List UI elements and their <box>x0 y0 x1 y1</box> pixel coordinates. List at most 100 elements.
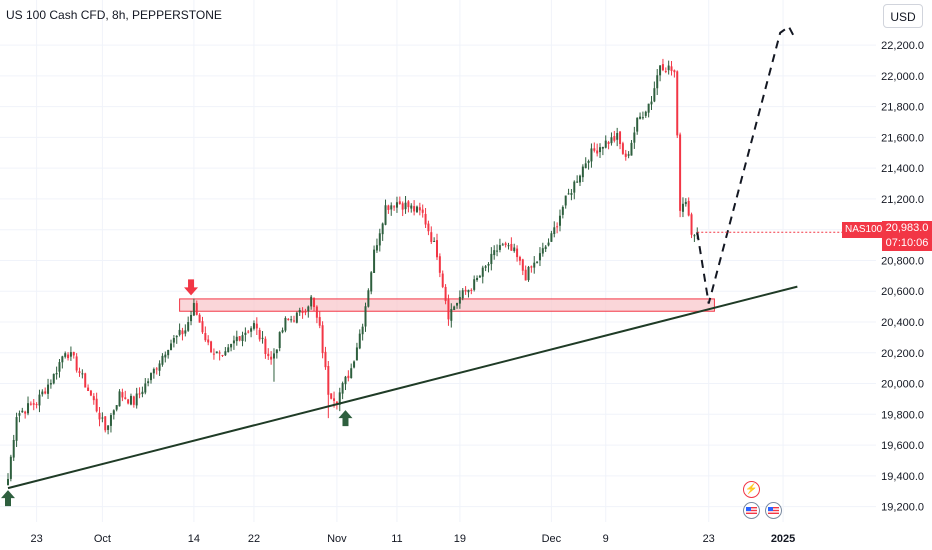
candle-body <box>607 142 610 144</box>
candle-body <box>624 153 627 157</box>
candle-body <box>687 200 690 216</box>
candle-body <box>421 209 424 213</box>
last-price: 20,983.0 <box>885 222 929 234</box>
candle-body <box>304 311 307 313</box>
candle-body <box>164 354 167 358</box>
candle-body <box>215 351 218 354</box>
candle-body <box>287 319 290 321</box>
candle-body <box>98 412 101 420</box>
lightning-icon[interactable]: ⚡ <box>743 481 760 498</box>
candle-body <box>221 355 224 357</box>
y-tick-label: 20,800.0 <box>881 255 924 267</box>
candle-body <box>38 394 41 406</box>
candle-body <box>510 243 513 251</box>
y-tick-label: 22,200.0 <box>881 40 924 52</box>
candle-body <box>518 257 521 261</box>
candle-body <box>604 140 607 148</box>
us-flag-icon[interactable] <box>743 502 760 519</box>
candle-body <box>596 150 599 154</box>
candles <box>7 58 699 486</box>
candle-body <box>121 392 124 398</box>
candle-body <box>52 373 55 384</box>
candle-body <box>650 101 653 105</box>
candle-body <box>341 383 344 394</box>
x-tick-label: 2025 <box>771 533 795 545</box>
candle-body <box>401 203 404 210</box>
candle-body <box>244 332 247 335</box>
candle-body <box>84 373 87 388</box>
candle-body <box>550 233 553 242</box>
candle-body <box>395 202 398 208</box>
x-tick-label: Nov <box>327 533 347 545</box>
candle-body <box>347 375 350 379</box>
candle-body <box>170 343 173 351</box>
candle-body <box>498 245 501 250</box>
up-arrow-icon <box>1 490 15 507</box>
candle-body <box>444 286 447 302</box>
signal-arrows <box>1 279 353 507</box>
candle-body <box>456 302 459 306</box>
candle-body <box>227 347 230 353</box>
candle-body <box>201 321 204 333</box>
candle-body <box>24 411 27 414</box>
candle-body <box>681 203 684 212</box>
candle-body <box>436 240 438 258</box>
x-tick-label: Oct <box>94 533 111 545</box>
candle-body <box>676 71 679 136</box>
bar-countdown: 07:10:06 <box>885 237 929 249</box>
candle-body <box>561 206 564 215</box>
candle-body <box>553 227 556 235</box>
candle-body <box>324 351 327 368</box>
candle-body <box>527 266 530 281</box>
candle-body <box>690 214 693 235</box>
candle-body <box>661 64 664 71</box>
candle-body <box>547 242 550 246</box>
candle-body <box>579 175 581 183</box>
candle-body <box>55 372 58 375</box>
candle-body <box>413 206 416 212</box>
candle-body <box>118 391 121 407</box>
candle-body <box>679 134 682 211</box>
candle-body <box>147 381 150 384</box>
candle-body <box>573 181 576 193</box>
candle-body <box>433 240 436 242</box>
candle-body <box>353 361 356 368</box>
candle-body <box>633 132 636 143</box>
candle-body <box>212 353 215 355</box>
candle-body <box>613 136 616 141</box>
candle-body <box>493 250 496 256</box>
candle-body <box>516 248 519 258</box>
candle-body <box>521 259 524 271</box>
candle-body <box>270 356 273 360</box>
candle-body <box>536 261 539 263</box>
candle-body <box>235 336 238 342</box>
candle-body <box>44 391 47 394</box>
candle-body <box>450 308 453 321</box>
y-tick-label: 20,600.0 <box>881 286 924 298</box>
candle-body <box>167 349 170 356</box>
candle-body <box>601 146 604 149</box>
last-price-tag: 20,983.0 07:10:06 <box>882 221 932 251</box>
candle-body <box>158 363 161 371</box>
candle-body <box>644 111 647 116</box>
candle-body <box>184 330 187 334</box>
candle-body <box>344 376 347 385</box>
candle-body <box>581 166 584 178</box>
candle-body <box>9 456 12 479</box>
y-tick-label: 20,000.0 <box>881 379 924 391</box>
candle-body <box>250 328 253 332</box>
candle-body <box>241 335 244 341</box>
currency-selector[interactable]: USD <box>883 4 923 28</box>
candle-body <box>375 245 378 251</box>
candle-body <box>109 415 112 426</box>
candle-body <box>627 154 630 156</box>
candle-body <box>390 205 393 210</box>
candle-body <box>507 245 510 247</box>
us-flag-icon[interactable] <box>765 502 782 519</box>
candle-body <box>404 202 407 210</box>
candle-body <box>67 354 70 359</box>
candle-body <box>619 131 622 145</box>
candle-body <box>129 395 132 405</box>
candle-body <box>293 320 295 322</box>
